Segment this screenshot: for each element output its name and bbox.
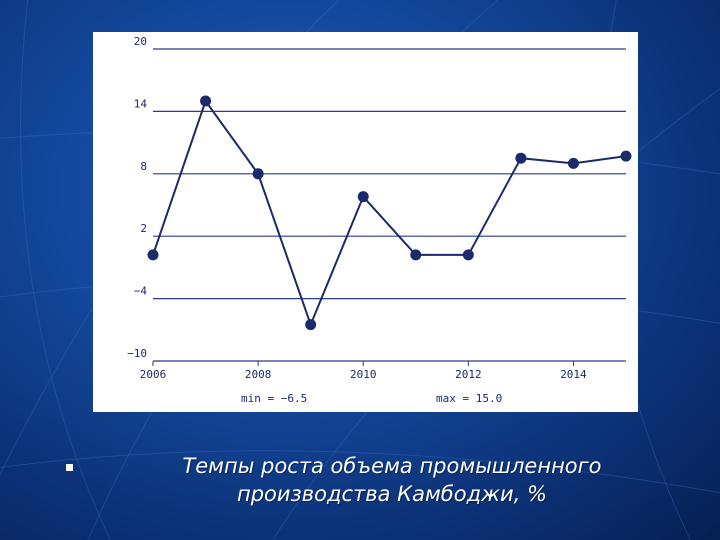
- x-tick-label: 2010: [350, 368, 377, 381]
- series-line: [152, 98, 627, 328]
- bullet-marker: [66, 464, 73, 471]
- slide-caption: Темпы роста объема промышленного произво…: [112, 452, 672, 508]
- chart-panel: 20 14 8 2 −4 −10 2006 2008 2010 2012 2014 min = −…: [93, 32, 638, 412]
- data-point: [515, 152, 527, 164]
- y-tick-label: 20: [134, 35, 147, 48]
- grid-layer: [153, 48, 626, 362]
- data-point: [620, 150, 632, 162]
- y-axis-ticks: 20 14 8 2 −4 −10: [127, 35, 147, 360]
- x-axis-ticks: 2006 2008 2010 2012 2014: [140, 361, 587, 381]
- x-tick-label: 2014: [560, 368, 587, 381]
- y-tick-label: −4: [134, 285, 148, 298]
- data-point: [252, 168, 264, 180]
- y-tick-label: 14: [134, 97, 148, 110]
- data-point: [305, 319, 317, 331]
- series-line-layer: [152, 98, 627, 328]
- data-point: [410, 249, 422, 261]
- x-tick-label: 2006: [140, 368, 167, 381]
- y-tick-label: 8: [140, 160, 147, 173]
- x-tick-label: 2008: [245, 368, 272, 381]
- max-label: max = 15.0: [436, 392, 502, 405]
- data-point: [200, 95, 212, 107]
- x-tick-label: 2012: [455, 368, 482, 381]
- caption-line-2: производства Камбоджи, %: [237, 482, 547, 506]
- caption-line-1: Темпы роста объема промышленного: [182, 454, 602, 478]
- y-tick-label: −10: [127, 347, 147, 360]
- min-label: min = −6.5: [241, 392, 307, 405]
- data-point: [462, 249, 474, 261]
- data-point: [357, 191, 369, 203]
- data-point: [147, 249, 159, 261]
- data-point: [567, 157, 579, 169]
- y-tick-label: 2: [140, 222, 147, 235]
- data-points: [147, 95, 632, 331]
